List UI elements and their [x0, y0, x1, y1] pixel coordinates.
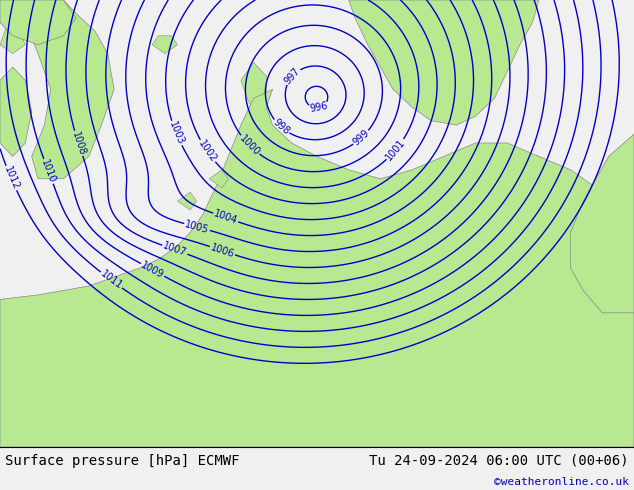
Polygon shape	[178, 192, 197, 210]
Text: 1008: 1008	[70, 130, 87, 156]
Polygon shape	[0, 67, 32, 156]
Text: Tu 24-09-2024 06:00 UTC (00+06): Tu 24-09-2024 06:00 UTC (00+06)	[369, 454, 629, 467]
Polygon shape	[209, 170, 228, 188]
Text: 997: 997	[283, 66, 302, 86]
Polygon shape	[152, 36, 178, 53]
Text: Surface pressure [hPa] ECMWF: Surface pressure [hPa] ECMWF	[5, 454, 240, 467]
Text: 1004: 1004	[212, 209, 239, 226]
Polygon shape	[571, 134, 634, 313]
Polygon shape	[44, 0, 70, 13]
Text: 998: 998	[271, 117, 292, 137]
Text: 1002: 1002	[196, 138, 218, 164]
Text: 1001: 1001	[384, 137, 408, 162]
Text: 1007: 1007	[162, 241, 188, 259]
Text: 996: 996	[309, 101, 328, 114]
Text: 1000: 1000	[237, 133, 262, 158]
Text: ©weatheronline.co.uk: ©weatheronline.co.uk	[494, 477, 629, 487]
Polygon shape	[0, 89, 634, 447]
Polygon shape	[349, 0, 539, 125]
Polygon shape	[241, 63, 266, 112]
Polygon shape	[0, 13, 19, 31]
Text: 1006: 1006	[209, 242, 236, 259]
Text: 1012: 1012	[2, 165, 20, 192]
Text: 1003: 1003	[167, 120, 186, 147]
Polygon shape	[25, 0, 114, 179]
Text: 1005: 1005	[184, 219, 210, 235]
Polygon shape	[0, 27, 25, 53]
Text: 999: 999	[351, 128, 372, 147]
Text: 1009: 1009	[139, 260, 165, 280]
Text: 1010: 1010	[39, 158, 58, 185]
Text: 1011: 1011	[98, 269, 124, 292]
Polygon shape	[0, 0, 76, 45]
